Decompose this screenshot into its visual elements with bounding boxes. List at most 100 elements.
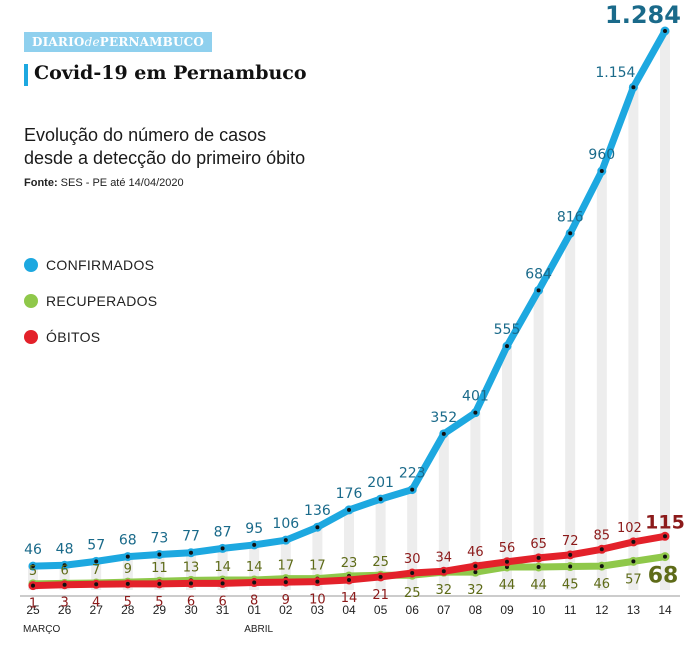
data-point-core — [315, 525, 320, 530]
data-label-confirmados: 106 — [272, 516, 299, 532]
data-label-obitos: 6 — [218, 594, 226, 609]
data-label-obitos: 65 — [530, 537, 547, 552]
data-label-obitos: 21 — [372, 588, 389, 603]
column-bg — [280, 540, 291, 590]
brand-pre: DIARIO — [32, 35, 85, 49]
column-bg — [533, 290, 544, 590]
x-tick-label: 02 — [279, 603, 293, 617]
data-label-recuperados: 5 — [29, 564, 37, 579]
data-point-core — [283, 580, 288, 585]
data-label-obitos: 6 — [187, 594, 195, 609]
column-bg — [660, 31, 670, 590]
column-bg — [502, 346, 512, 590]
legend-recuperados: RECUPERADOS — [24, 292, 157, 310]
brand-mid: de — [84, 35, 100, 49]
data-point-core — [31, 564, 35, 569]
column-bg — [59, 565, 70, 590]
data-point-core — [31, 583, 35, 588]
data-label-recuperados: 44 — [499, 578, 516, 593]
column-bg — [375, 499, 386, 590]
data-label-obitos: 14 — [341, 591, 358, 606]
column-bg — [28, 566, 38, 590]
column-bg — [186, 552, 196, 590]
data-label-confirmados: 77 — [182, 529, 200, 545]
data-point-core — [536, 564, 541, 569]
data-label-obitos: 30 — [404, 552, 421, 567]
column-bg — [312, 527, 323, 590]
data-label-obitos: 5 — [155, 595, 163, 610]
data-label-confirmados: 87 — [214, 524, 232, 540]
data-label-confirmados: 816 — [557, 209, 584, 225]
brand-post: PERNAMBUCO — [99, 35, 205, 49]
data-point-core — [536, 288, 541, 293]
data-point-core — [410, 571, 415, 576]
data-label-confirmados: 1.154 — [595, 65, 635, 81]
data-point-core — [189, 550, 193, 555]
data-label-recuperados: 23 — [341, 556, 358, 571]
data-label-recuperados: 32 — [436, 583, 453, 598]
data-point-core — [568, 564, 573, 569]
data-label-recuperados: 9 — [124, 562, 132, 577]
data-label-obitos: 102 — [617, 521, 642, 536]
x-tick-label: 10 — [532, 603, 546, 617]
data-point-core — [568, 552, 573, 557]
column-bg — [344, 509, 354, 590]
legend-label-recuperados: RECUPERADOS — [46, 292, 158, 309]
data-point-core — [473, 570, 478, 575]
data-label-obitos: 85 — [594, 528, 611, 543]
data-label-recuperados: 32 — [467, 583, 484, 598]
data-label-confirmados: 68 — [119, 533, 137, 549]
subtitle-line-1: Evolução do número de casos — [24, 125, 267, 145]
x-tick-label: 27 — [90, 603, 104, 617]
data-label-confirmados: 95 — [245, 521, 263, 537]
column-bg — [249, 544, 260, 590]
x-tick-label: 29 — [153, 603, 167, 617]
data-label-confirmados: 136 — [304, 503, 331, 519]
data-point-core — [441, 569, 446, 574]
data-point-core — [157, 552, 162, 557]
page-title: Covid-19 em Pernambuco — [34, 62, 307, 84]
data-label-confirmados: 352 — [430, 410, 457, 426]
data-point-core — [315, 579, 320, 584]
chart-subtitle: Evolução do número de casos desde a dete… — [24, 124, 344, 170]
data-label-obitos: 9 — [282, 593, 290, 608]
month-label: ABRIL — [244, 624, 273, 635]
data-label-recuperados: 25 — [404, 586, 421, 601]
data-label-obitos: 34 — [436, 550, 453, 565]
data-label-confirmados: 1.284 — [605, 1, 681, 29]
data-label-obitos: 1 — [29, 597, 37, 612]
x-tick-label: 07 — [437, 603, 451, 617]
x-tick-label: 08 — [469, 603, 483, 617]
data-point-core — [94, 559, 99, 564]
data-label-recuperados: 46 — [594, 577, 611, 592]
data-point-core — [62, 563, 67, 568]
x-tick-label: 13 — [627, 603, 641, 617]
data-label-obitos: 46 — [467, 545, 484, 560]
data-point-core — [220, 581, 225, 586]
data-label-confirmados: 223 — [399, 466, 426, 482]
x-tick-label: 11 — [564, 603, 577, 617]
column-bg — [628, 87, 639, 590]
data-label-obitos: 56 — [499, 541, 516, 556]
legend-obitos: ÓBITOS — [24, 328, 100, 346]
data-label-recuperados: 68 — [648, 564, 679, 589]
data-point-core — [505, 344, 509, 349]
column-bg — [407, 489, 418, 590]
data-label-obitos: 115 — [645, 511, 685, 533]
data-point-core — [410, 487, 415, 492]
data-label-confirmados: 684 — [525, 266, 552, 282]
title-accent-bar — [24, 64, 28, 86]
data-label-confirmados: 401 — [462, 389, 489, 405]
x-tick-label: 01 — [248, 603, 262, 617]
data-label-recuperados: 17 — [278, 559, 295, 574]
x-tick-label: 31 — [216, 603, 230, 617]
x-tick-label: 09 — [500, 603, 514, 617]
data-label-recuperados: 6 — [60, 563, 68, 578]
source-text: SES - PE até 14/04/2020 — [60, 177, 184, 189]
source-label: Fonte: — [24, 177, 58, 189]
data-label-obitos: 8 — [250, 594, 258, 609]
data-point-core — [157, 581, 162, 586]
data-label-confirmados: 555 — [494, 322, 521, 338]
source-note: Fonte: SES - PE até 14/04/2020 — [24, 177, 184, 189]
